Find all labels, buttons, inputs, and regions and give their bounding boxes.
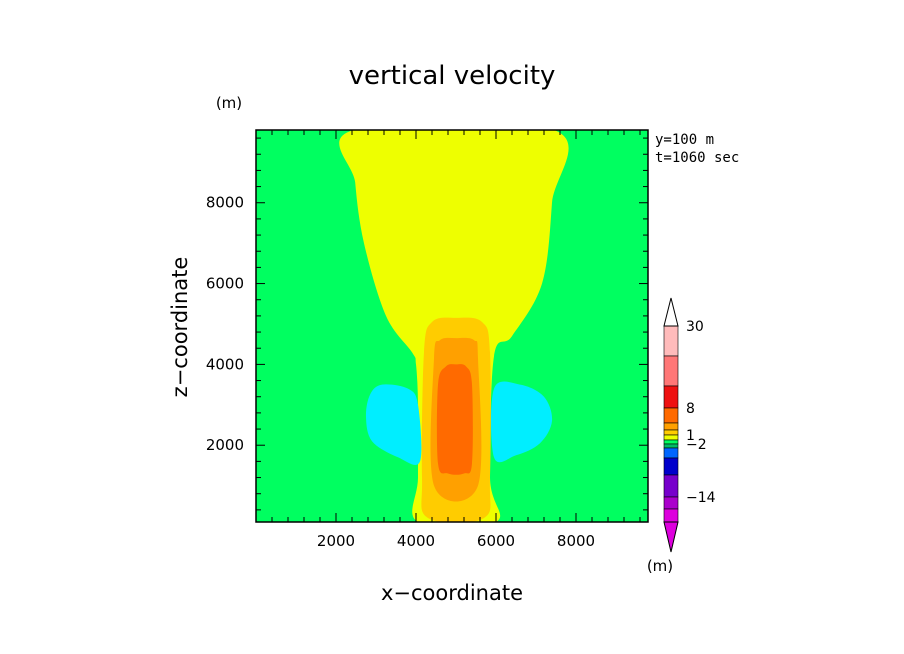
contour-region-red-orange	[436, 364, 473, 475]
chart-title: vertical velocity	[349, 61, 556, 91]
annotation-time: t=1060 sec	[655, 150, 739, 166]
contour-region-cyan-right	[490, 381, 553, 463]
colorbar: 30 8 1−2 −14	[663, 297, 716, 553]
colorbar-segment	[663, 422, 679, 431]
plot-frame	[255, 129, 649, 523]
x-tick-label: 6000	[477, 532, 515, 550]
colorbar-label: 1	[686, 428, 695, 444]
colorbar-segment	[663, 443, 679, 449]
y-axis-unit: (m)	[216, 94, 242, 112]
colorbar-segment	[663, 496, 679, 510]
x-tick-label: 2000	[317, 532, 355, 550]
y-tick-label: 8000	[206, 194, 244, 212]
x-axis-label: x−coordinate	[381, 581, 523, 605]
colorbar-segment	[663, 355, 679, 387]
colorbar-segment	[663, 325, 679, 357]
colorbar-label: 8	[686, 401, 695, 417]
y-tick-label: 2000	[206, 436, 244, 454]
colorbar-segment	[663, 508, 679, 523]
colorbar-segment	[663, 407, 679, 424]
colorbar-segment	[663, 434, 679, 441]
colorbar-segment	[663, 429, 679, 436]
colorbar-segment	[663, 474, 679, 498]
colorbar-segment	[663, 439, 679, 445]
x-tick-label: 8000	[557, 532, 595, 550]
colorbar-bottom-arrow	[663, 521, 679, 553]
colorbar-label: −14	[686, 490, 716, 506]
colorbar-label: 30	[686, 319, 704, 335]
y-tick-label: 6000	[206, 275, 244, 293]
x-tick-label: 4000	[397, 532, 435, 550]
colorbar-segment	[663, 385, 679, 409]
colorbar-top-arrow	[663, 297, 679, 327]
colorbar-unit: (m)	[647, 557, 673, 575]
colorbar-segment	[663, 447, 679, 459]
y-tick-label: 4000	[206, 355, 244, 373]
contour-region-cyan-left	[365, 384, 422, 465]
plot-area: 2000 4000 6000 8000 2000 4000 6000 8000	[206, 129, 649, 550]
colorbar-label: −2	[686, 437, 707, 453]
colorbar-segment	[663, 457, 679, 476]
y-axis-label: z−coordinate	[168, 257, 192, 398]
annotation-y-position: y=100 m	[655, 132, 714, 148]
